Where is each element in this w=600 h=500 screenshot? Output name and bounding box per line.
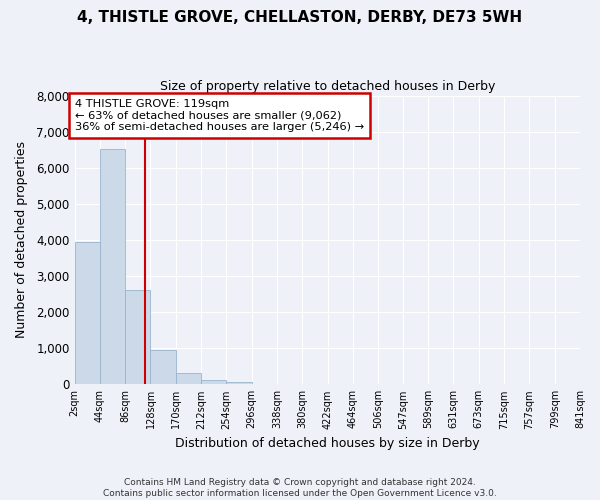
Bar: [100, 148, 125, 384]
Bar: [125, 290, 151, 384]
Y-axis label: Number of detached properties: Number of detached properties: [15, 142, 28, 338]
Title: Size of property relative to detached houses in Derby: Size of property relative to detached ho…: [160, 80, 495, 93]
Bar: [74, 242, 100, 384]
Bar: [226, 382, 251, 384]
Text: Contains HM Land Registry data © Crown copyright and database right 2024.
Contai: Contains HM Land Registry data © Crown c…: [103, 478, 497, 498]
Bar: [201, 380, 226, 384]
Bar: [151, 350, 176, 384]
Text: 4 THISTLE GROVE: 119sqm
← 63% of detached houses are smaller (9,062)
36% of semi: 4 THISTLE GROVE: 119sqm ← 63% of detache…: [75, 99, 364, 132]
X-axis label: Distribution of detached houses by size in Derby: Distribution of detached houses by size …: [175, 437, 479, 450]
Text: 4, THISTLE GROVE, CHELLASTON, DERBY, DE73 5WH: 4, THISTLE GROVE, CHELLASTON, DERBY, DE7…: [77, 10, 523, 25]
Bar: [176, 373, 201, 384]
